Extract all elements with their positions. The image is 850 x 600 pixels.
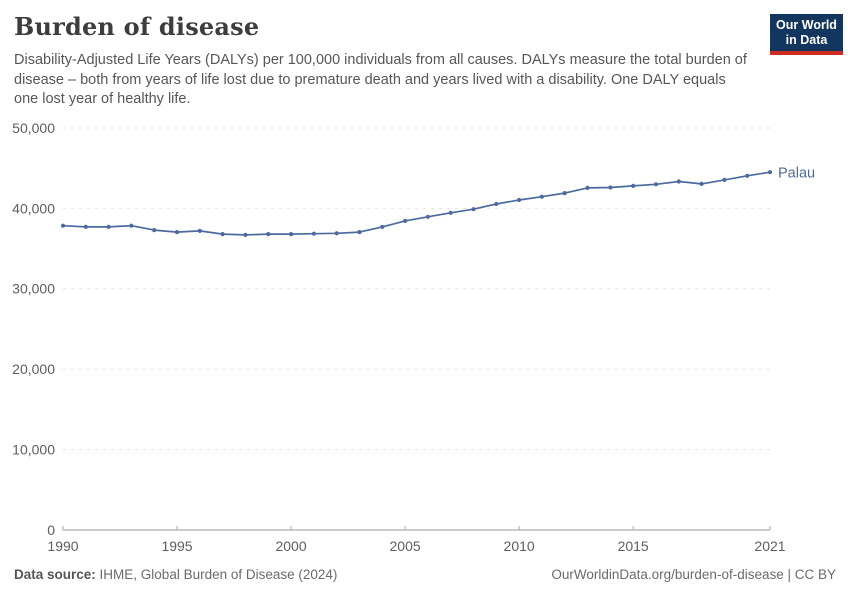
palau-data-point[interactable] [334,231,339,236]
palau-data-point[interactable] [243,232,248,237]
x-tick-label: 1995 [161,538,192,554]
palau-data-point[interactable] [562,191,567,196]
palau-data-point[interactable] [471,207,476,212]
chart-subtitle: Disability-Adjusted Life Years (DALYs) p… [14,52,747,107]
palau-data-point[interactable] [60,223,66,228]
palau-data-point[interactable] [448,210,453,215]
data-source-note: Data source: IHME, Global Burden of Dise… [14,567,337,582]
palau-data-point[interactable] [653,182,659,187]
palau-data-point[interactable] [676,179,681,184]
owid-logo-line1: Our World [776,18,837,32]
palau-data-point[interactable] [106,224,111,229]
palau-data-point[interactable] [197,228,202,233]
data-source-label: Data source: [14,567,96,582]
chart-footer: Data source: IHME, Global Burden of Dise… [14,567,836,582]
y-tick-label: 50,000 [12,120,55,136]
palau-data-point[interactable] [174,230,180,235]
palau-data-point[interactable] [631,183,636,188]
y-tick-label: 10,000 [12,442,55,458]
x-tick-label: 1990 [47,538,78,554]
palau-data-point[interactable] [745,173,750,178]
palau-data-point[interactable] [585,185,590,190]
palau-data-point[interactable] [722,177,727,182]
data-source-text: IHME, Global Burden of Disease (2024) [99,567,338,582]
palau-data-point[interactable] [266,232,271,237]
x-tick-label: 2010 [504,538,535,554]
palau-data-point[interactable] [539,194,545,199]
palau-data-point[interactable] [152,228,157,233]
palau-series-label[interactable]: Palau [778,165,815,181]
palau-series-line[interactable] [62,171,771,236]
palau-data-point[interactable] [608,185,613,190]
palau-data-point[interactable] [380,224,385,229]
palau-data-point[interactable] [220,232,225,237]
page-title: Burden of disease [14,12,260,41]
palau-data-point[interactable] [494,201,499,207]
owid-cc-by-link[interactable]: OurWorldinData.org/burden-of-disease | C… [551,567,836,582]
palau-data-point[interactable] [767,170,773,175]
owid-logo-line2: in Data [785,33,828,47]
palau-data-point[interactable] [699,181,704,186]
y-tick-label: 40,000 [12,200,55,216]
palau-data-point[interactable] [517,197,522,203]
palau-data-point[interactable] [403,218,408,223]
palau-data-point[interactable] [129,223,134,228]
palau-data-point[interactable] [425,214,430,219]
palau-data-point[interactable] [311,231,316,236]
palau-data-point[interactable] [83,224,88,229]
palau-data-point[interactable] [289,232,294,237]
y-tick-label: 30,000 [12,281,55,297]
y-tick-label: 20,000 [12,361,55,377]
y-tick-label: 0 [47,522,55,538]
x-tick-label: 2005 [390,538,421,554]
x-tick-label: 2021 [754,538,785,554]
owid-logo[interactable]: Our World in Data [770,14,843,55]
x-tick-label: 2015 [618,538,649,554]
x-tick-label: 2000 [275,538,306,554]
palau-data-point[interactable] [357,230,362,235]
